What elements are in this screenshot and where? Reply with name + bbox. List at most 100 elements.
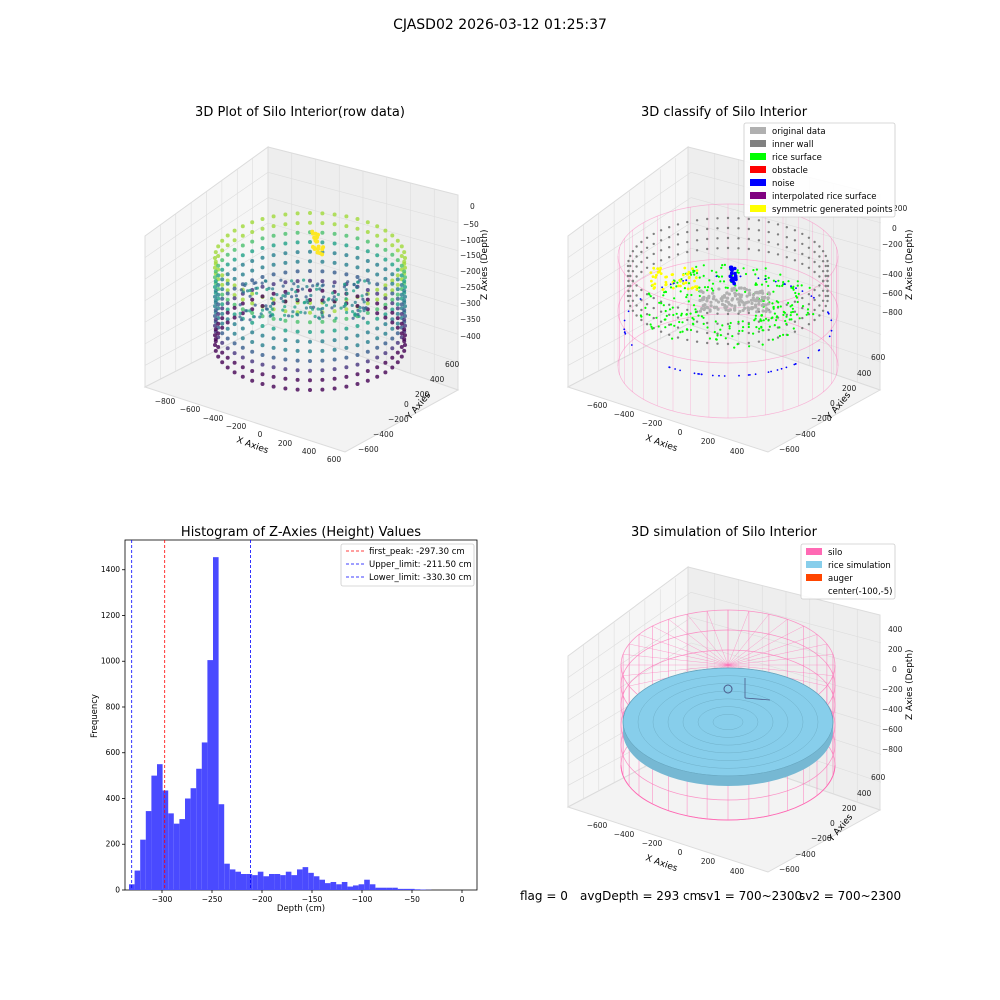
inner-wall-point xyxy=(757,219,761,222)
data-point xyxy=(308,240,312,244)
data-point xyxy=(279,296,283,300)
legend-label: rice surface xyxy=(772,153,822,163)
inner-wall-point xyxy=(821,299,825,302)
inner-wall-point xyxy=(676,326,680,329)
data-point xyxy=(232,341,237,346)
z-tick: 400 xyxy=(888,625,903,634)
data-point xyxy=(251,315,256,319)
symmetric-point xyxy=(684,281,688,285)
data-point xyxy=(390,278,395,283)
original-point xyxy=(698,309,703,313)
data-point xyxy=(271,282,276,287)
original-point xyxy=(743,301,748,305)
z-tick: −200 xyxy=(882,240,903,249)
data-point xyxy=(294,294,298,298)
symmetric-point xyxy=(654,276,657,279)
silo-spoke xyxy=(638,634,729,666)
rice-surface-point xyxy=(755,268,759,271)
data-point xyxy=(390,243,395,248)
rice-surface-point xyxy=(760,326,763,329)
inner-wall-point xyxy=(824,304,827,308)
grid-line xyxy=(267,273,459,335)
rice-surface-point xyxy=(775,284,779,287)
data-point xyxy=(308,368,312,373)
silo-spoke xyxy=(629,643,729,666)
data-point xyxy=(355,265,360,270)
symmetric-point xyxy=(682,282,685,285)
rice-mesh xyxy=(622,667,834,777)
inner-wall-point xyxy=(631,309,635,312)
panel-raw-data: 3D Plot of Silo Interior(row data) −800 … xyxy=(143,105,490,464)
noise-point xyxy=(828,335,831,338)
data-point xyxy=(399,263,404,268)
data-point xyxy=(355,362,360,367)
histogram-legend: first_peak: -297.30 cm Upper_limit: -211.… xyxy=(340,543,475,587)
inner-wall-point xyxy=(801,326,804,330)
legend-swatch xyxy=(750,153,766,160)
data-point xyxy=(250,378,255,383)
rice-surface-point xyxy=(675,312,678,315)
rice-surface-point xyxy=(693,273,696,276)
z-tick: −300 xyxy=(460,299,481,308)
data-point xyxy=(225,336,230,341)
inner-wall-point xyxy=(631,299,635,302)
y-tick-label: 400 xyxy=(106,794,121,803)
rice-surface-point xyxy=(690,293,693,297)
noise-point xyxy=(624,332,627,335)
histogram-bar xyxy=(280,875,286,890)
inner-wall-point xyxy=(668,313,671,316)
original-point xyxy=(730,288,734,292)
noise-point xyxy=(630,344,633,346)
data-point xyxy=(225,288,230,293)
original-point xyxy=(733,304,737,308)
data-point xyxy=(283,313,287,317)
silo-spoke xyxy=(727,654,833,666)
noise-point xyxy=(795,287,797,290)
noise-point xyxy=(669,283,672,286)
inner-wall-point xyxy=(776,223,780,226)
inner-wall-point xyxy=(676,336,680,339)
rice-surface-point xyxy=(685,296,688,299)
y-tick-label: 600 xyxy=(106,748,121,757)
data-point xyxy=(216,244,221,249)
data-point xyxy=(390,317,395,322)
rice-surface-point xyxy=(702,316,705,319)
rice-surface-point xyxy=(782,310,785,313)
data-point xyxy=(332,386,337,391)
inner-wall-point xyxy=(818,255,821,258)
original-point xyxy=(764,309,768,313)
data-point xyxy=(238,303,242,307)
legend-label: first_peak: -297.30 cm xyxy=(369,547,465,557)
data-point xyxy=(213,275,217,280)
data-point xyxy=(355,353,360,357)
data-point xyxy=(220,267,225,272)
data-point xyxy=(213,314,217,318)
rice-surface-point xyxy=(792,327,795,330)
histogram-bar xyxy=(168,813,174,890)
original-point xyxy=(701,304,705,308)
data-point xyxy=(240,345,245,350)
rice-surface-point xyxy=(784,319,787,323)
data-point xyxy=(353,312,357,316)
rice-surface-point xyxy=(728,325,731,328)
data-point xyxy=(365,259,370,263)
data-point xyxy=(327,314,331,318)
data-point xyxy=(390,310,395,315)
data-point xyxy=(254,281,258,285)
inner-wall-point xyxy=(645,236,649,239)
rice-surface-point xyxy=(719,334,723,337)
data-point xyxy=(375,233,380,238)
original-point xyxy=(766,296,770,300)
inner-wall-point xyxy=(631,289,635,292)
data-point xyxy=(383,351,388,356)
inner-wall-point xyxy=(747,237,750,241)
rice-surface-point xyxy=(779,305,782,308)
rice-surface-point xyxy=(702,322,705,325)
data-point xyxy=(213,259,218,264)
data-point xyxy=(403,323,407,328)
data-point xyxy=(240,243,245,248)
data-point xyxy=(220,350,225,355)
data-point xyxy=(271,355,276,360)
rice-surface-point xyxy=(791,287,795,290)
inner-wall-point xyxy=(821,309,825,312)
